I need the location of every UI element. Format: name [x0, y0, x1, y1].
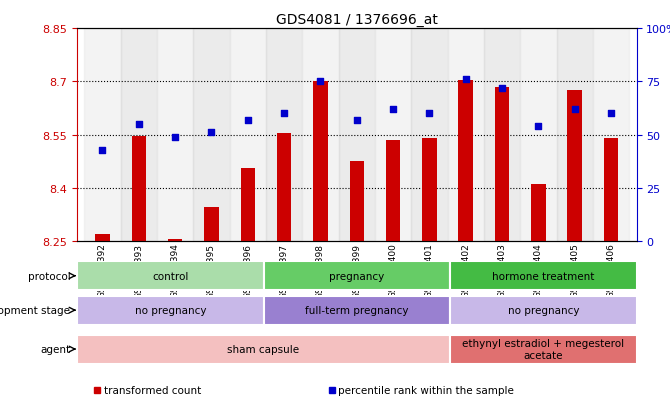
Bar: [593, 29, 629, 242]
Bar: [77, 296, 263, 325]
Bar: [266, 29, 302, 242]
Bar: [450, 335, 636, 364]
Bar: [230, 29, 266, 242]
Bar: [77, 261, 263, 291]
Bar: [77, 335, 450, 364]
Bar: [168, 239, 182, 242]
Point: [352, 117, 362, 123]
Point: [315, 79, 326, 85]
Point: [206, 130, 217, 136]
Bar: [520, 29, 557, 242]
Bar: [458, 80, 473, 242]
Bar: [338, 29, 375, 242]
Bar: [263, 261, 450, 291]
Bar: [557, 29, 593, 242]
Bar: [531, 185, 545, 242]
Bar: [131, 137, 146, 242]
Bar: [84, 29, 121, 242]
Bar: [350, 162, 364, 242]
Bar: [422, 139, 437, 242]
Text: percentile rank within the sample: percentile rank within the sample: [338, 385, 515, 395]
Bar: [95, 235, 110, 242]
Bar: [604, 139, 618, 242]
Text: hormone treatment: hormone treatment: [492, 271, 594, 281]
Text: no pregnancy: no pregnancy: [507, 305, 579, 316]
Bar: [302, 29, 338, 242]
Bar: [157, 29, 194, 242]
Point: [533, 123, 544, 130]
Bar: [386, 140, 401, 242]
Title: GDS4081 / 1376696_at: GDS4081 / 1376696_at: [276, 12, 438, 26]
Text: ethynyl estradiol + megesterol
acetate: ethynyl estradiol + megesterol acetate: [462, 338, 624, 360]
Bar: [411, 29, 448, 242]
Text: control: control: [152, 271, 188, 281]
Bar: [484, 29, 520, 242]
Point: [606, 111, 616, 117]
Bar: [567, 91, 582, 242]
Point: [570, 107, 580, 113]
Bar: [241, 169, 255, 242]
Text: pregnancy: pregnancy: [329, 271, 385, 281]
Text: sham capsule: sham capsule: [228, 344, 299, 354]
Bar: [448, 29, 484, 242]
Text: no pregnancy: no pregnancy: [135, 305, 206, 316]
Point: [460, 77, 471, 83]
Bar: [495, 88, 509, 242]
Bar: [194, 29, 230, 242]
Point: [97, 147, 108, 154]
Point: [279, 111, 289, 117]
Point: [424, 111, 435, 117]
Point: [496, 85, 507, 92]
Point: [133, 121, 144, 128]
Bar: [450, 261, 636, 291]
Text: transformed count: transformed count: [104, 385, 201, 395]
Point: [388, 107, 399, 113]
Text: agent: agent: [40, 344, 70, 354]
Bar: [121, 29, 157, 242]
Bar: [375, 29, 411, 242]
Bar: [450, 296, 636, 325]
Text: full-term pregnancy: full-term pregnancy: [305, 305, 409, 316]
Bar: [263, 296, 450, 325]
Text: protocol: protocol: [27, 271, 70, 281]
Point: [170, 134, 180, 141]
Bar: [204, 208, 218, 242]
Bar: [313, 82, 328, 242]
Text: development stage: development stage: [0, 305, 70, 316]
Bar: [277, 133, 291, 242]
Point: [243, 117, 253, 123]
